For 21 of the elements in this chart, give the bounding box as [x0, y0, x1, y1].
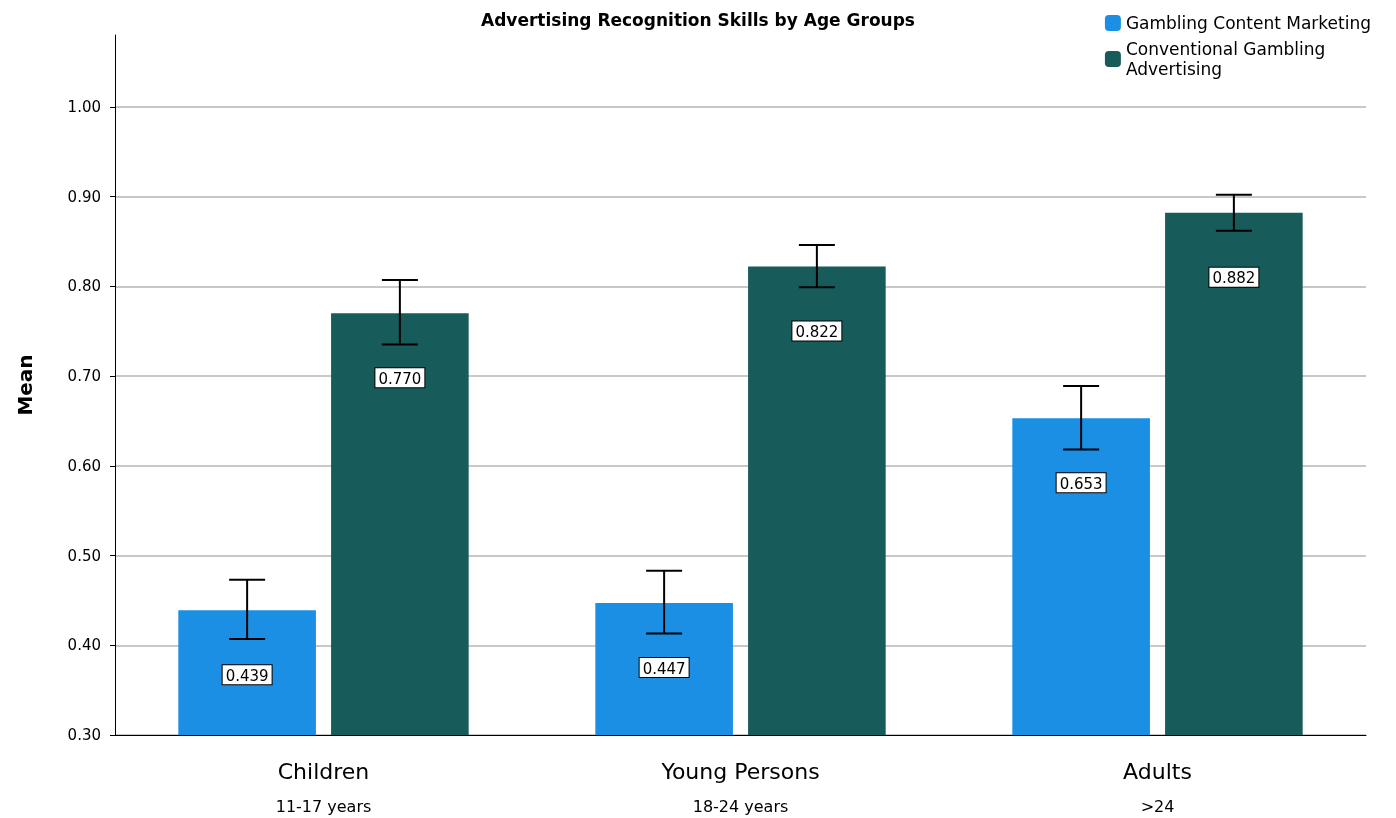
data-label: 0.770 — [378, 369, 422, 388]
y-tick-label: 0.30 — [67, 726, 101, 744]
y-tick-label: 0.70 — [67, 367, 101, 386]
data-label: 0.882 — [1212, 269, 1256, 288]
chart-title: Advertising Recognition Skills by Age Groups — [481, 9, 915, 30]
y-axis-title: Mean — [13, 354, 37, 416]
y-tick-label: 0.50 — [67, 546, 101, 565]
y-tick-label: 0.80 — [67, 277, 101, 296]
y-tick-label: 0.90 — [67, 187, 101, 206]
y-tick-label: 0.40 — [67, 636, 101, 655]
legend-label: Conventional Gambling Advertising — [1125, 39, 1326, 79]
data-label: 0.822 — [795, 323, 839, 342]
x-tick-label: Adults >24 — [1123, 758, 1192, 816]
data-label: 0.439 — [225, 666, 269, 685]
x-tick-label: Young Persons 18-24 years — [660, 758, 820, 816]
data-label: 0.447 — [642, 659, 686, 678]
y-tick-label: 0.60 — [67, 456, 101, 475]
data-label: 0.653 — [1059, 474, 1103, 493]
legend-label: Gambling Content Marketing — [1125, 13, 1372, 33]
y-tick-label: 1.00 — [67, 97, 101, 116]
x-tick-label: Children 11-17 years — [275, 758, 372, 816]
